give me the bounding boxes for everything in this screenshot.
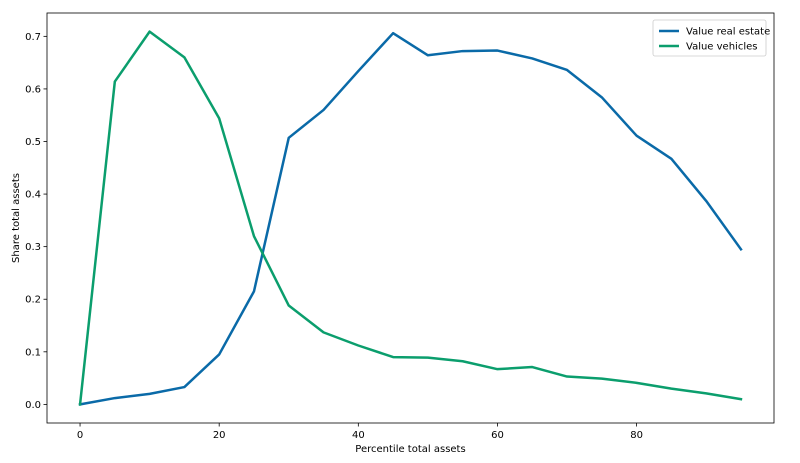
legend-label-real-estate: Value real estate [686, 27, 770, 38]
legend-box [652, 19, 767, 57]
y-axis-ticks: 0.0 0.1 0.2 0.3 0.4 0.5 0.6 0.7 [25, 32, 47, 411]
series-line-0 [78, 31, 743, 406]
plot-frame [46, 12, 775, 424]
y-tick-label: 0.1 [25, 347, 41, 358]
x-axis-label: Percentile total assets [355, 444, 465, 455]
x-tick-label: 20 [213, 430, 226, 441]
legend-label-vehicles: Value vehicles [686, 42, 757, 53]
x-tick-label: 40 [352, 430, 365, 441]
y-tick-label: 0.6 [25, 84, 41, 95]
y-tick-label: 0.4 [25, 190, 41, 201]
y-tick-label: 0.2 [25, 295, 41, 306]
y-tick-label: 0.5 [25, 137, 41, 148]
y-tick-label: 0.3 [25, 242, 41, 253]
series-line-1 [78, 30, 743, 406]
y-axis-label: Share total assets [11, 173, 22, 263]
legend: Value real estate Value vehicles [652, 19, 770, 57]
x-tick-label: 60 [491, 430, 504, 441]
x-axis-ticks: 0 20 40 60 80 [77, 423, 643, 441]
y-tick-label: 0.7 [25, 32, 41, 43]
x-tick-label: 80 [630, 430, 643, 441]
y-tick-label: 0.0 [25, 400, 41, 411]
series-lines [78, 30, 743, 406]
x-tick-label: 0 [77, 430, 83, 441]
